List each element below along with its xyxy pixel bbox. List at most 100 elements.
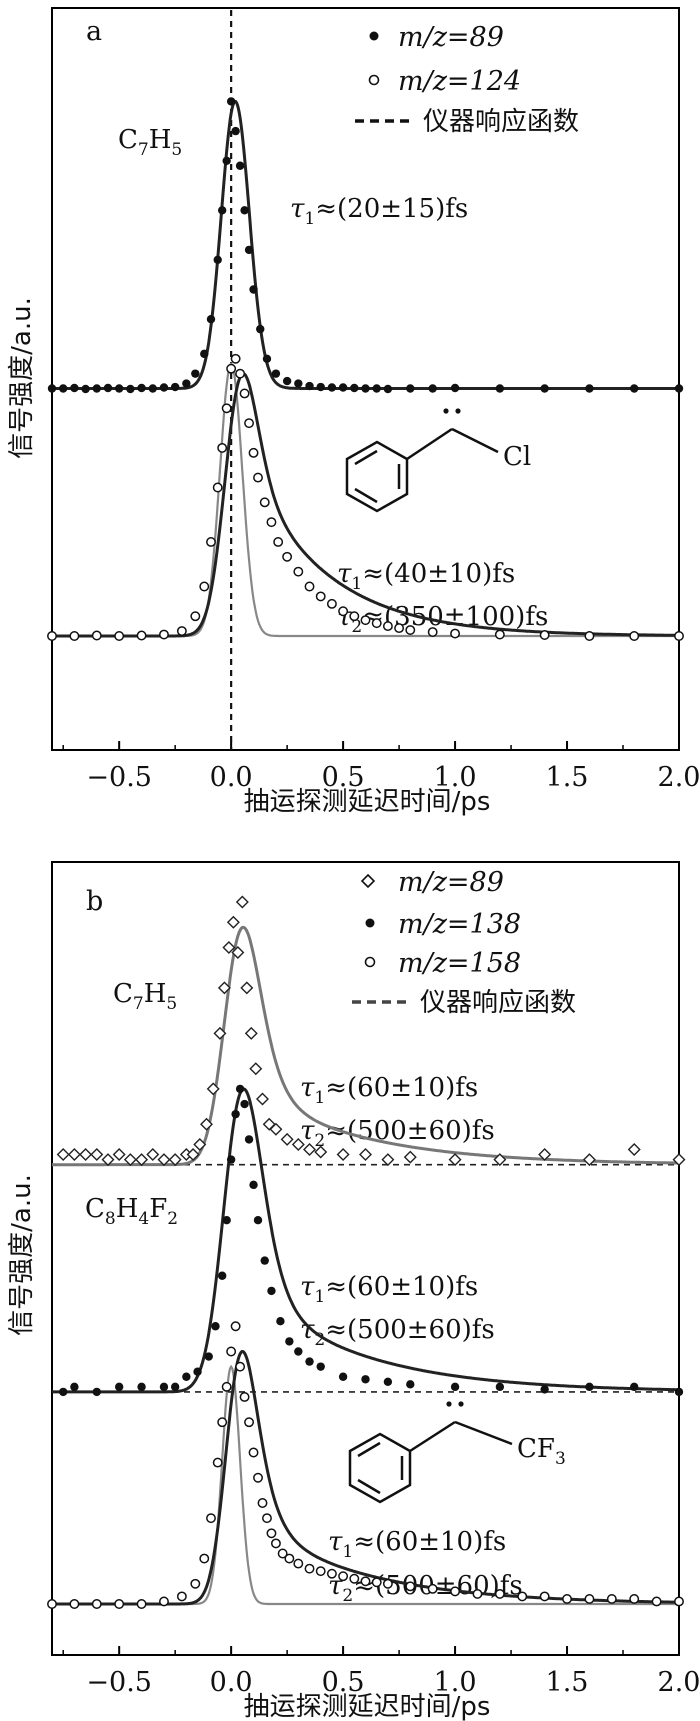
panel-b-series-1-point [101,1153,115,1167]
panel-a-series-2-point [136,630,147,641]
panel-b-xtick-label: 0.0 [210,1667,253,1698]
panel-a-x-axis: −0.5 0.0 0.5 1.0 1.5 2.0 [62,741,700,793]
panel-b-series-3-point [651,1596,662,1607]
panel-b-xlabel: 抽运探测延迟时间/ps [244,1692,491,1721]
panel-a-series-2-point [230,353,241,364]
panel-b-series-2-point [276,1317,285,1326]
panel-b-series-1-point [112,1148,126,1162]
panel-a-series-2-point [315,591,326,602]
panel-a-series-1-point [630,384,639,393]
panel-b-label-c8h4f2: C8H4F2 [85,1194,178,1229]
panel-b-series-2-point [193,1367,202,1376]
panel-a-series-2-point [176,626,187,636]
panel-b-fit-curve-2 [52,1087,679,1394]
panel-b-tau2-mid: τ2≈(500±60)fs [300,1315,495,1350]
panel-a-series-1-point [585,384,594,393]
panel-a-xtick-label: 2.0 [658,762,700,793]
panel-b-series-1-point [493,1153,507,1167]
panel-a-series-1-point [114,384,124,393]
panel-a-series-1-point [70,383,79,393]
panel-a-series-1-point [383,384,393,394]
legend-b-label-4: 仪器响应函数 [420,988,576,1018]
panel-b-series-2-point [217,1271,227,1280]
panel-a-series-1-point [58,384,68,393]
panel-a-fit-curve-2 [52,372,679,638]
panel-b-legend: m/z=89 m/z=138 m/z=158 仪器响应函数 [352,867,576,1018]
panel-a-series-2-point [221,403,232,414]
panel-b-series-1-point [79,1148,93,1162]
panel-b-series-3-point [253,1472,263,1483]
panel-b-series-1-point [403,1150,417,1164]
panel-b-series-3-point [517,1591,528,1602]
panel-a-series-2-point [114,631,125,641]
panel-b-series-1-point [135,1153,149,1167]
panel-b-series-3-point [382,1578,393,1589]
panel-b-series-3-point [199,1553,210,1564]
panel-b-series-2-point [585,1382,594,1392]
panel-b-series-1-point [336,1148,350,1162]
panel-a-series-1-point [271,369,281,378]
panel-b-series-2-point [249,1180,258,1190]
panel-b-xtick-label: 1.5 [546,1667,589,1698]
panel-b-series-1-point [213,1026,227,1040]
panel-a-series-2-point [349,611,360,622]
panel-b-series-1-point [240,981,254,995]
panel-b-series-1-point [627,1143,641,1156]
panel-a-series-2-point [584,631,595,641]
panel-a-xtick-label: 0.5 [322,762,365,793]
panel-a-series-1-point [338,383,348,392]
panel-b-series-3-point [315,1566,326,1577]
panel-b-series-3-point [584,1594,595,1604]
panel-b-series-3-point [277,1548,288,1559]
panel-b-series-3-point [262,1513,272,1524]
panel-a-tau2-lower: τ2≈(350±100)fs [337,602,548,637]
panel-a-series-1-point [249,285,258,294]
panel-b-series-3-point [69,1599,80,1609]
panel-a-series-2-point [273,537,284,547]
panel-b-series-2-point [240,1099,249,1109]
panel-b-series-3-point [257,1498,268,1508]
panel-b-tau2-top: τ2≈(500±60)fs [300,1116,495,1151]
panel-b-series-2-point [231,1109,240,1119]
panel-b-series-1-point [193,1137,207,1151]
panel-b-series-3-point [349,1573,360,1584]
panel-a-series-2-point [47,631,57,641]
panel-b-series-1-point [67,1148,81,1162]
panel-a-series-2-point [199,581,210,592]
panel-b-series-1-point [123,1153,137,1167]
panel-b-tau1-top: τ1≈(60±10)fs [300,1073,478,1108]
panel-b-series-1-point [672,1153,686,1167]
panel-b: b m/z=89 m/z=138 m/z=158 仪器响应函数 C7H5 C8H… [7,861,700,1721]
panel-b-series-2-point [260,1256,269,1265]
panel-a-series-1-point [103,383,113,393]
panel-b-series-3-point [235,1361,246,1372]
panel-a-series-2-point [91,630,102,641]
panel-a-series-2-point [293,566,304,577]
panel-b-series-1-point [538,1148,552,1162]
panel-b-series-1-point [168,1153,182,1167]
panel-a-series-2-point [427,627,438,637]
panel-a-series-2-point [394,623,405,634]
panel-b-series-3-point [248,1447,259,1458]
panel-b-series-3-point [217,1417,228,1428]
panel-b-series-3-point [293,1558,304,1569]
panel-b-xtick-label: −0.5 [86,1667,152,1698]
panel-a-xtick-label: −0.5 [86,762,152,793]
legend-b-marker-3 [364,956,376,968]
panel-a-series-1-point [540,384,549,393]
panel-a-series-1-point [81,384,90,394]
panel-a-series-1-point [350,383,359,393]
panel-b-series-3-point [212,1457,223,1468]
panel-a-molecule-substituent: Cl [503,442,531,472]
panel-a-label: a [86,16,102,47]
panel-b-series-2-point [316,1362,325,1371]
panel-a-series-1-point [148,384,157,393]
panel-b-label-c7h5: C7H5 [113,979,177,1014]
panel-b-series-3-point [304,1563,315,1574]
panel-a-series-1-point [137,383,146,393]
panel-b-series-2-point [383,1377,393,1387]
panel-b-series-3-point [539,1591,550,1602]
panel-a-series-1-point [170,382,180,392]
panel-a-series-1-point [372,384,381,393]
panel-a-series-1-point [159,383,169,392]
